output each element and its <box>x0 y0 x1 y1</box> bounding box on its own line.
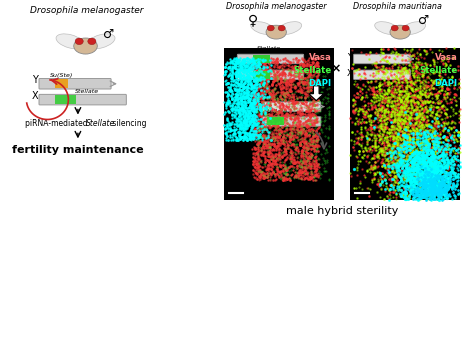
Bar <box>224 48 334 200</box>
Text: ♂: ♂ <box>103 28 114 41</box>
Ellipse shape <box>75 38 83 45</box>
FancyBboxPatch shape <box>262 102 321 111</box>
Text: ♂: ♂ <box>238 108 249 121</box>
Ellipse shape <box>266 25 286 39</box>
Ellipse shape <box>390 25 410 39</box>
Ellipse shape <box>391 25 398 31</box>
FancyBboxPatch shape <box>39 78 111 89</box>
Text: Stellate: Stellate <box>293 66 331 76</box>
Text: X: X <box>230 53 236 62</box>
Text: piRNA-mediated: piRNA-mediated <box>25 119 90 128</box>
Text: Y: Y <box>32 75 38 85</box>
Text: male hybrid sterility: male hybrid sterility <box>286 206 398 216</box>
Text: Stellate: Stellate <box>256 62 281 67</box>
Text: Drosophila melanogaster: Drosophila melanogaster <box>226 3 327 11</box>
FancyBboxPatch shape <box>237 54 304 64</box>
Text: Drosophila melanogaster: Drosophila melanogaster <box>30 6 144 15</box>
Text: X: X <box>32 91 39 101</box>
Text: ♂: ♂ <box>419 14 429 27</box>
Bar <box>55 79 68 88</box>
Ellipse shape <box>267 25 274 31</box>
Text: Su(Ste): Su(Ste) <box>50 73 73 78</box>
Bar <box>267 118 284 126</box>
FancyBboxPatch shape <box>39 94 127 105</box>
Text: Stellate: Stellate <box>419 66 457 76</box>
Text: F1: F1 <box>238 101 251 111</box>
Text: ♀: ♀ <box>248 13 258 27</box>
Bar <box>253 71 271 79</box>
Ellipse shape <box>401 22 426 34</box>
Text: Y: Y <box>347 53 353 62</box>
Ellipse shape <box>56 34 84 49</box>
Text: Stellate: Stellate <box>256 46 281 51</box>
Ellipse shape <box>87 34 115 49</box>
Text: Stellate: Stellate <box>85 119 115 128</box>
FancyBboxPatch shape <box>354 54 410 64</box>
Text: Stellate: Stellate <box>264 109 288 114</box>
Text: DAPI: DAPI <box>309 79 331 88</box>
Text: ×: × <box>330 62 341 76</box>
Ellipse shape <box>278 25 285 31</box>
Text: silencing: silencing <box>110 119 147 128</box>
Ellipse shape <box>375 22 399 34</box>
FancyBboxPatch shape <box>237 70 304 79</box>
Polygon shape <box>309 86 324 101</box>
Text: Vasa: Vasa <box>309 53 331 62</box>
Text: Y: Y <box>255 101 261 110</box>
Ellipse shape <box>251 22 275 34</box>
Ellipse shape <box>74 38 97 54</box>
FancyBboxPatch shape <box>262 117 321 126</box>
Text: DAPI: DAPI <box>434 79 457 88</box>
Text: X: X <box>346 69 353 78</box>
Text: Vasa: Vasa <box>435 53 457 62</box>
Text: X: X <box>230 69 236 78</box>
Text: Drosophila mauritiana: Drosophila mauritiana <box>353 3 442 11</box>
Text: X: X <box>255 116 261 125</box>
Text: fertility maintenance: fertility maintenance <box>12 145 144 155</box>
FancyBboxPatch shape <box>354 70 410 79</box>
Ellipse shape <box>402 25 409 31</box>
Bar <box>55 95 76 104</box>
Ellipse shape <box>88 38 96 45</box>
Ellipse shape <box>277 22 301 34</box>
Bar <box>253 55 271 63</box>
Bar <box>350 48 460 200</box>
Text: Stellate: Stellate <box>75 89 100 94</box>
